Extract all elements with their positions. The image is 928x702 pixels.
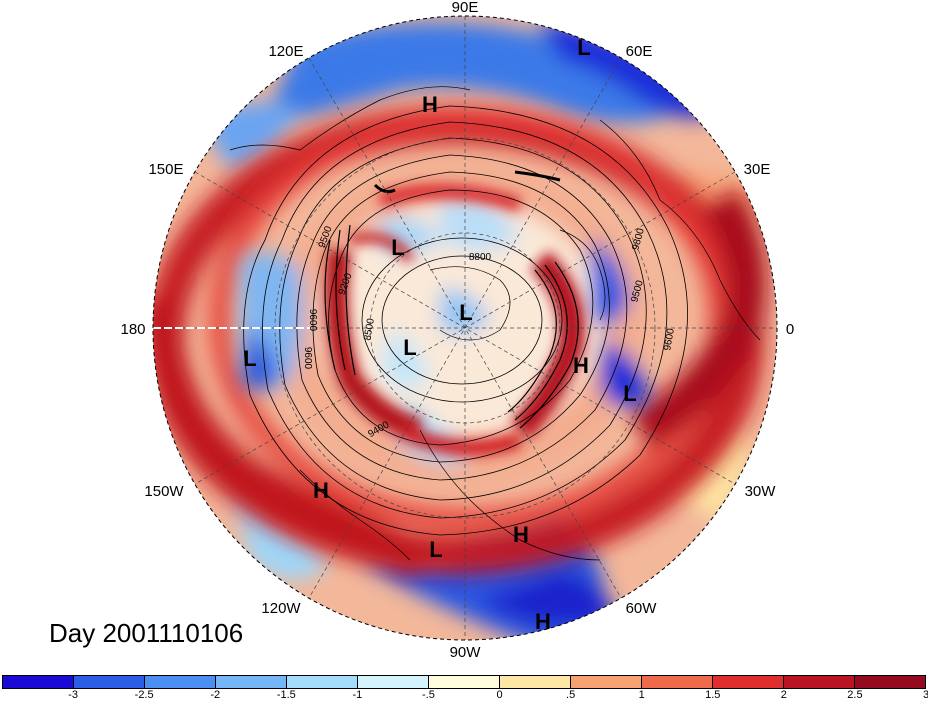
pressure-center-high: H bbox=[513, 522, 529, 547]
pressure-center-low: L bbox=[243, 346, 256, 371]
colorbar-swatch bbox=[145, 676, 216, 688]
colorbar-tick-label: 2.5 bbox=[847, 689, 863, 701]
day-title: Day 2001110106 bbox=[49, 618, 244, 648]
colorbar-swatch bbox=[642, 676, 713, 688]
colorbar-tick-label: -2 bbox=[210, 689, 221, 701]
colorbar-tick-label: 1 bbox=[638, 689, 645, 701]
pressure-center-high: H bbox=[422, 92, 438, 117]
colorbar-swatch bbox=[571, 676, 642, 688]
pressure-center-high: H bbox=[573, 353, 589, 378]
colorbar-tick-label: 2 bbox=[780, 689, 787, 701]
lon-label-30w: 30W bbox=[745, 483, 777, 500]
colorbar-tick-labels: -3 -2.5 -2 -1.5 -1 -.5 0 .5 1 1.5 2 2.5 3 bbox=[2, 689, 928, 702]
pressure-center-high: H bbox=[313, 478, 329, 503]
longitude-labels: 90E 60E 30E 0 30W 60W 90W 120W 150W 180 … bbox=[120, 0, 794, 661]
pressure-center-low: L bbox=[623, 381, 636, 406]
colorbar-tick-label: -3 bbox=[68, 689, 78, 701]
lon-label-30e: 30E bbox=[744, 161, 771, 178]
colorbar-tick-label: -1.5 bbox=[276, 689, 296, 701]
pressure-center-low: L bbox=[429, 537, 442, 562]
lon-label-180: 180 bbox=[120, 321, 145, 338]
colorbar bbox=[2, 675, 926, 689]
colorbar-swatch bbox=[3, 676, 74, 688]
lon-label-60w: 60W bbox=[626, 600, 658, 617]
pressure-centers: L H L L L L H L H L H H bbox=[243, 35, 636, 634]
lon-label-0: 0 bbox=[786, 321, 794, 338]
colorbar-swatch bbox=[358, 676, 429, 688]
contour-label: 9600 bbox=[302, 347, 313, 370]
pressure-center-high: H bbox=[535, 609, 551, 634]
lon-label-60e: 60E bbox=[626, 43, 653, 60]
map-boundary bbox=[152, 15, 778, 641]
lon-label-150w: 150W bbox=[144, 483, 184, 500]
colorbar-tick-label: -1 bbox=[352, 689, 363, 701]
colorbar-swatch bbox=[429, 676, 500, 688]
colorbar-swatch bbox=[784, 676, 855, 688]
contour-label: 9600 bbox=[307, 309, 318, 332]
height-contours bbox=[229, 86, 761, 561]
contour-label: 8500 bbox=[362, 317, 377, 341]
colorbar-tick-label: 1.5 bbox=[705, 689, 721, 701]
colorbar-tick-label: 3 bbox=[922, 689, 928, 701]
contour-label: 8800 bbox=[469, 252, 492, 263]
colorbar-tick-label: -.5 bbox=[422, 689, 435, 701]
colorbar-swatch bbox=[855, 676, 925, 688]
lon-label-150e: 150E bbox=[148, 161, 183, 178]
pressure-center-low: L bbox=[391, 235, 404, 260]
contour-label: 9600 bbox=[662, 327, 677, 351]
lon-label-90w: 90W bbox=[450, 644, 482, 661]
pressure-center-low: L bbox=[577, 35, 590, 60]
colorbar-tick-label: 0 bbox=[496, 689, 503, 701]
lon-label-120e: 120E bbox=[268, 43, 303, 60]
colorbar-swatch bbox=[713, 676, 784, 688]
colorbar-swatch bbox=[287, 676, 358, 688]
anomaly-field bbox=[153, 16, 777, 640]
pressure-center-low: L bbox=[459, 300, 472, 325]
colorbar-swatch bbox=[500, 676, 571, 688]
pressure-center-low: L bbox=[403, 335, 416, 360]
colorbar-swatch bbox=[216, 676, 287, 688]
colorbar-tick-label: -2.5 bbox=[134, 689, 154, 701]
colorbar-swatch bbox=[74, 676, 145, 688]
colorbar-tick-label: .5 bbox=[566, 689, 576, 701]
lon-label-120w: 120W bbox=[261, 600, 301, 617]
lon-label-90e: 90E bbox=[452, 0, 479, 16]
